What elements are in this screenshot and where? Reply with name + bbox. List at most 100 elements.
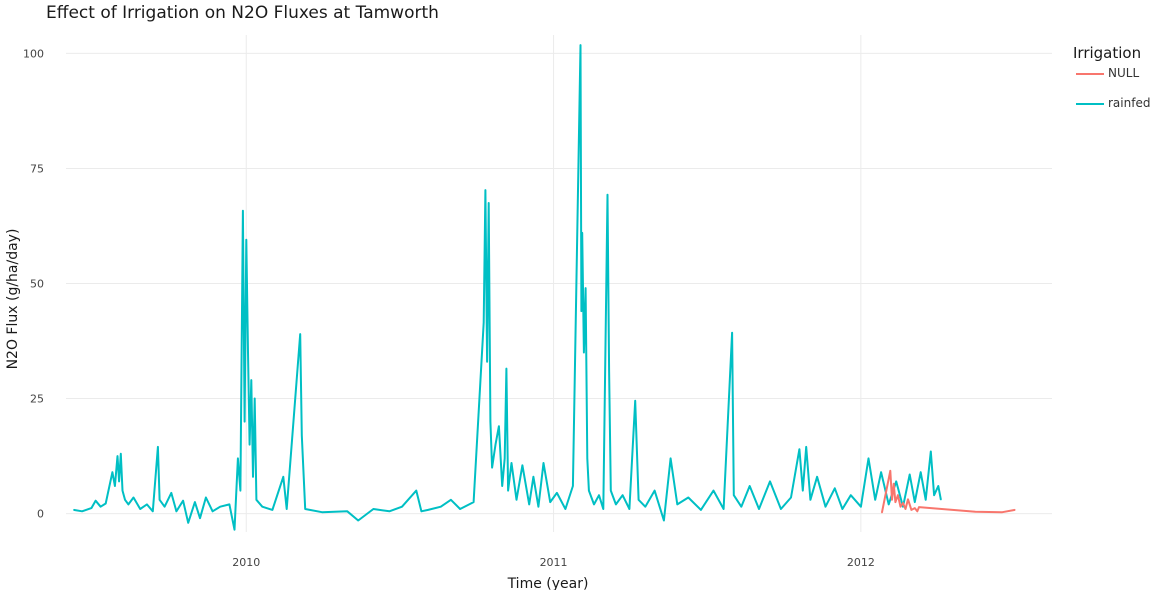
data-point	[579, 44, 582, 46]
data-point	[261, 506, 263, 508]
data-point	[244, 421, 246, 423]
data-point	[749, 485, 751, 487]
data-point	[286, 508, 288, 510]
data-point	[654, 490, 656, 492]
data-point	[758, 508, 760, 510]
data-point	[542, 462, 545, 464]
data-point	[687, 496, 689, 499]
data-point	[902, 502, 904, 504]
data-point	[895, 480, 897, 482]
data-point	[867, 457, 870, 459]
data-point	[486, 361, 488, 363]
data-point	[790, 496, 792, 499]
data-point	[489, 421, 491, 423]
data-point	[483, 322, 485, 324]
data-point	[299, 333, 301, 335]
data-point	[357, 519, 359, 522]
legend-item-rainfed[interactable]: rainfed	[1076, 96, 1150, 112]
x-axis-title: Time (year)	[507, 576, 589, 590]
data-point	[881, 512, 883, 514]
data-point	[586, 457, 588, 459]
data-point	[252, 476, 254, 478]
data-point	[583, 351, 585, 354]
data-point	[608, 370, 610, 372]
data-point	[1001, 511, 1003, 513]
data-point	[100, 506, 102, 508]
data-point	[90, 507, 92, 509]
data-point	[888, 503, 890, 505]
data-point	[894, 501, 897, 503]
data-point	[914, 507, 916, 509]
data-point	[580, 310, 583, 312]
data-point	[146, 503, 148, 505]
data-point	[507, 490, 509, 492]
data-point	[610, 490, 612, 492]
data-point	[282, 476, 284, 478]
data-point	[159, 499, 161, 501]
data-point	[250, 379, 252, 381]
data-point	[904, 508, 907, 510]
data-point	[670, 457, 672, 459]
legend-swatch	[1076, 72, 1104, 75]
data-point	[916, 510, 918, 512]
legend[interactable]: Irrigation NULL rainfed	[1073, 44, 1150, 110]
data-point	[346, 510, 348, 512]
data-point	[228, 503, 230, 505]
data-point	[909, 473, 911, 476]
y-tick-label: 25	[30, 393, 44, 406]
data-point	[111, 471, 113, 473]
data-point	[242, 210, 244, 212]
data-point	[255, 499, 257, 501]
y-tick-label: 0	[37, 508, 44, 521]
data-point	[914, 501, 916, 503]
data-point	[271, 509, 273, 511]
data-point	[615, 503, 617, 505]
data-point	[505, 368, 507, 370]
series-null-group	[880, 469, 1016, 514]
data-point	[809, 499, 812, 501]
data-point	[427, 509, 429, 511]
data-point	[415, 490, 417, 492]
data-point	[81, 510, 83, 512]
data-point	[581, 232, 583, 234]
data-point	[769, 480, 771, 482]
data-point	[798, 448, 801, 450]
data-point	[182, 500, 184, 502]
data-point	[802, 490, 804, 492]
data-point	[484, 189, 486, 191]
data-point	[420, 510, 422, 512]
series-lines	[73, 44, 1016, 531]
data-point	[634, 400, 636, 402]
data-point	[247, 351, 249, 354]
data-point	[598, 494, 600, 496]
data-point	[118, 480, 120, 482]
data-point	[194, 501, 196, 503]
series-line-null[interactable]	[880, 469, 1016, 514]
data-point	[510, 462, 513, 464]
series-line-rainfed[interactable]	[73, 44, 942, 531]
data-point	[889, 470, 891, 472]
data-point	[152, 510, 154, 512]
data-point	[644, 506, 646, 508]
data-point	[254, 397, 256, 400]
data-point	[219, 506, 221, 508]
data-point	[491, 467, 493, 469]
data-point	[850, 494, 852, 496]
data-point	[860, 506, 862, 508]
data-point	[893, 483, 895, 485]
data-point	[564, 508, 567, 510]
data-point	[114, 485, 116, 487]
legend-item-null[interactable]: NULL	[1076, 66, 1139, 82]
data-point	[521, 464, 524, 466]
data-point	[622, 494, 624, 496]
data-point	[940, 499, 942, 501]
data-point	[572, 485, 574, 487]
data-point	[902, 506, 904, 508]
data-point	[459, 508, 461, 510]
chart-title: Effect of Irrigation on N2O Fluxes at Ta…	[46, 3, 439, 23]
data-point	[974, 511, 977, 513]
data-point	[925, 499, 927, 501]
axis-ticks: 0 25 50 75 100 2010 2011 2012	[23, 47, 875, 569]
data-point	[401, 506, 403, 508]
